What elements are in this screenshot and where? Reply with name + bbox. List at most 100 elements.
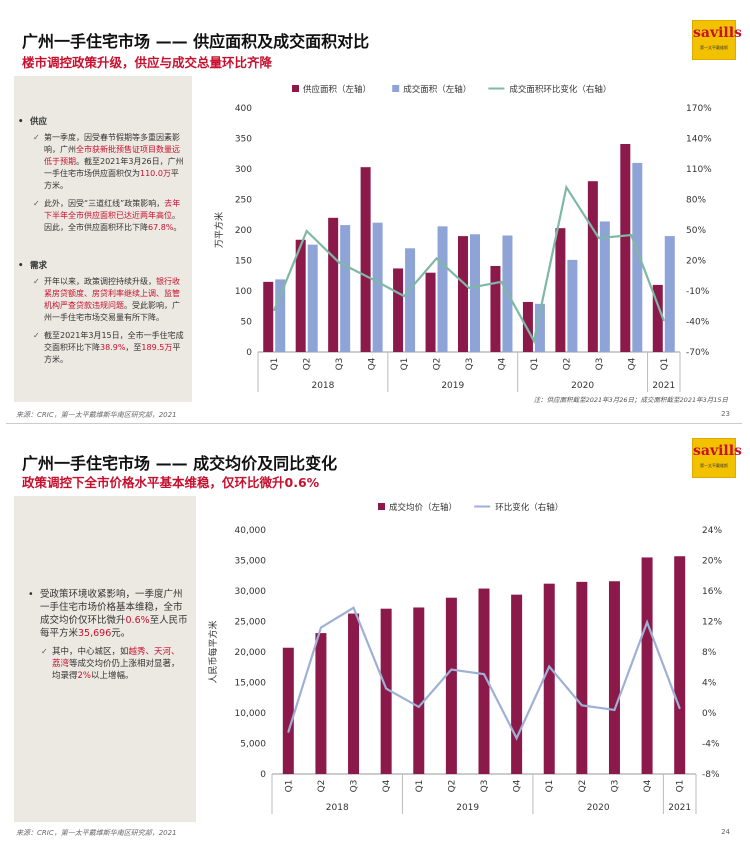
bar — [295, 239, 306, 352]
legend-label: 成交面积（左轴） — [403, 84, 471, 95]
supply-point-1: 第一季度，因受春节假期等多重因素影响，广州全市获新批预售证项目数量远低于预期。截… — [33, 132, 184, 192]
legend-swatch — [378, 503, 385, 510]
y2-tick-label: 8% — [702, 648, 717, 658]
y-tick-label: 200 — [235, 226, 252, 236]
bar — [511, 594, 523, 774]
slide-title: 广州一手住宅市场 —— 供应面积及成交面积对比 — [22, 32, 370, 51]
bar — [315, 633, 327, 774]
legend-label: 供应面积（左轴） — [303, 84, 371, 95]
year-label: 2018 — [311, 381, 334, 391]
y2-tick-label: 0% — [702, 709, 717, 719]
commentary-panel: 供应 第一季度，因受春节假期等多重因素影响，广州全市获新批预售证项目数量远低于预… — [14, 76, 192, 402]
y-tick-label: 250 — [235, 196, 252, 206]
line-point — [500, 281, 503, 283]
bar — [360, 167, 371, 352]
average-price-chart: 0 5,000 10,000 15,000 20,000 25,000 30,000 35,0… — [207, 502, 722, 814]
legend-swatch — [292, 85, 299, 92]
year-label: 2019 — [456, 803, 479, 813]
bar — [543, 583, 555, 774]
y2-tick-label: 12% — [702, 618, 722, 628]
line-point — [305, 230, 308, 232]
legend-swatch — [392, 85, 400, 92]
bar — [632, 162, 643, 352]
line-point — [417, 706, 420, 708]
demand-point-2: 截至2021年3月15日，全市一手住宅成交面积环比下降38.9%，至189.5万… — [33, 330, 184, 366]
line-point — [450, 668, 453, 671]
supply-heading: 供应 — [18, 116, 192, 128]
line-point — [435, 257, 438, 260]
x-tick-label: Q2 — [303, 358, 313, 371]
bar — [490, 265, 501, 352]
line-point — [613, 709, 616, 711]
line-point — [548, 665, 551, 668]
bar — [307, 244, 318, 352]
line-point — [598, 237, 600, 239]
y-tick-label: 100 — [235, 287, 252, 297]
year-label: 2019 — [441, 381, 464, 391]
x-tick-label: Q1 — [545, 780, 555, 793]
y2-tick-label: -8% — [702, 770, 720, 780]
bar — [620, 143, 631, 352]
bar — [534, 303, 545, 352]
y-tick-label: 150 — [235, 257, 252, 267]
line-point — [662, 319, 665, 322]
slide-supply-transaction: 广州一手住宅市场 —— 供应面积及成交面积对比 楼市调控政策升级，供应与成交总量… — [6, 6, 742, 424]
x-tick-label: Q3 — [465, 358, 475, 371]
x-tick-label: Q1 — [415, 780, 425, 793]
supply-transaction-chart: 0 50 100 150 200 250 300 350 400 -70% -40% -10% 20% 5… — [213, 84, 712, 392]
y-tick-label: 400 — [235, 104, 252, 114]
y2-tick-label: 4% — [702, 679, 717, 689]
x-tick-label: Q2 — [317, 780, 327, 793]
y2-tick-label: -70% — [686, 348, 710, 358]
line-point — [468, 287, 470, 289]
supply-point-2: 此外，因受“三道红线”政策影响，去年下半年全市供应面积已达近两年高位。因此，全市… — [33, 198, 184, 234]
y-tick-label: 50 — [241, 318, 253, 328]
bar — [664, 236, 675, 352]
bar — [576, 581, 588, 774]
y-tick-label: 350 — [235, 135, 252, 145]
line-point — [273, 309, 276, 312]
line-point — [515, 737, 518, 739]
y-axis-label: 人民币每平方米 — [207, 620, 219, 683]
bar — [437, 226, 448, 352]
x-tick-label: Q4 — [643, 779, 653, 792]
source-footer: 来源：CRIC，第一太平戴维斯华南区研究部，2021 — [16, 829, 177, 837]
line-point — [678, 707, 681, 710]
y2-tick-label: 24% — [702, 526, 722, 536]
chart-note: 注：供应面积截至2021年3月26日；成交面积截至2021年3月15日 — [533, 396, 728, 404]
x-tick-label: Q2 — [578, 780, 588, 793]
x-tick-label: Q3 — [595, 358, 605, 371]
x-tick-label: Q2 — [562, 358, 572, 371]
legend-label: 环比变化（右轴） — [495, 502, 563, 513]
slide-title: 广州一手住宅市场 —— 成交均价及同比变化 — [22, 454, 338, 473]
bar — [348, 613, 360, 774]
slide-average-price: 广州一手住宅市场 —— 成交均价及同比变化 政策调控下全市价格水平基本维稳，仅环… — [6, 432, 742, 842]
y2-tick-label: 20% — [686, 257, 706, 267]
line-point — [320, 626, 322, 629]
savills-logo: savills 第一太平戴维斯 — [692, 20, 742, 60]
commentary-panel: 受政策环境收紧影响，一季度广州一手住宅市场价格基本维稳，全市成交均价仅环比微升0… — [14, 496, 196, 822]
price-point-sub: 其中，中心城区，如越秀、天河、荔湾等成交均价仍上涨相对显著，均录得2%以上增幅。 — [41, 646, 188, 682]
x-tick-label: Q3 — [610, 780, 620, 793]
demand-heading: 需求 — [18, 260, 192, 272]
bar — [674, 556, 686, 774]
bar — [380, 608, 392, 774]
slide-subtitle: 楼市调控政策升级，供应与成交总量环比齐降 — [22, 55, 273, 70]
y2-tick-label: 140% — [686, 135, 712, 145]
bar — [458, 236, 468, 352]
x-tick-label: Q2 — [433, 358, 443, 371]
x-tick-label: Q1 — [270, 358, 280, 371]
bar — [405, 248, 416, 352]
bar — [425, 272, 436, 352]
y2-tick-label: 20% — [702, 557, 722, 567]
x-tick-label: Q4 — [513, 779, 523, 792]
x-tick-label: Q1 — [284, 780, 294, 793]
legend-label: 成交面积环比变化（右轴） — [509, 84, 611, 95]
y2-tick-label: -10% — [686, 287, 710, 297]
slide-subtitle: 政策调控下全市价格水平基本维稳，仅环比微升0.6% — [22, 475, 320, 490]
y-tick-label: 20,000 — [235, 648, 267, 658]
bar — [263, 281, 274, 352]
year-label: 2020 — [571, 381, 594, 391]
line-point — [581, 704, 583, 707]
y-tick-label: 0 — [246, 348, 252, 358]
